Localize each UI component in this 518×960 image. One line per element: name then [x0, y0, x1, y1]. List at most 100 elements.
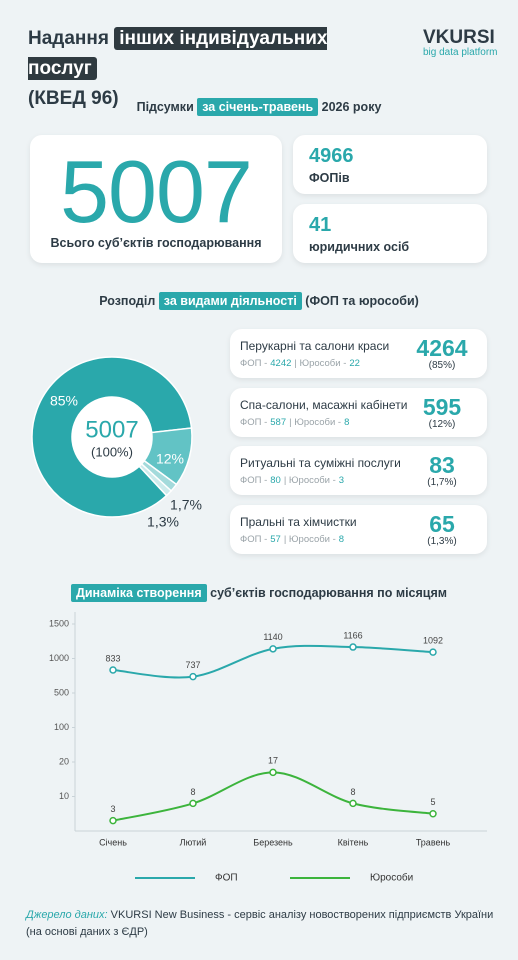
legend-label: Юрособи — [370, 872, 413, 884]
data-point — [269, 645, 277, 653]
y-tick-label: 1500 — [49, 618, 69, 628]
category-name: Перукарні та салони краси — [240, 339, 390, 353]
x-tick-label: Березень — [253, 837, 293, 847]
slice-label: 1,3% — [147, 514, 179, 530]
legal-value: 41 — [309, 214, 332, 236]
data-label: 3 — [110, 804, 115, 814]
x-tick-label: Січень — [99, 837, 127, 847]
source-text: VKURSI New Business - сервіс аналізу нов… — [26, 909, 494, 938]
category-name: Ритуальні та суміжні послуги — [240, 456, 401, 471]
data-point — [189, 672, 197, 681]
title-text: (КВЕД 96) — [28, 88, 119, 109]
donut-center-label: (100%) — [91, 444, 133, 459]
category-share: (12%) — [428, 418, 456, 430]
category-total: 65 — [429, 511, 455, 538]
fop-text: ФОП - — [240, 358, 268, 369]
category-card: Перукарні та салони краси ФОП -4242 | Юрос… — [230, 329, 487, 378]
heading-highlight: Динаміка створення — [70, 584, 207, 602]
total-card: 5007 Всього суб’єктів господарювання — [30, 135, 282, 263]
y-tick-label: 1000 — [49, 653, 69, 663]
data-point — [429, 648, 437, 656]
slice-label: 12% — [156, 451, 184, 467]
data-point — [109, 666, 117, 674]
fop-value: 4966 — [309, 145, 354, 167]
data-point — [429, 810, 437, 818]
section-heading: Розподіл за видами діяльності (ФОП та юр… — [0, 292, 518, 310]
chart-heading: Динаміка створення суб’єктів господарюва… — [0, 584, 518, 602]
data-point — [349, 643, 357, 651]
fop-text: ФОП - — [240, 475, 268, 487]
y-tick-label: 100 — [54, 722, 69, 732]
fop-card: 4966 ФОПів — [293, 135, 487, 194]
legal-label: юридичних осіб — [309, 240, 410, 254]
y-tick-label: 500 — [54, 687, 69, 697]
slice-label: 85% — [50, 393, 78, 409]
data-label: 1140 — [263, 632, 282, 642]
donut-center-value: 5007 — [85, 416, 138, 443]
data-label: 17 — [268, 756, 278, 766]
data-point — [269, 768, 277, 777]
legal-text: | Юрособи - — [289, 416, 342, 428]
data-label: 5 — [430, 797, 435, 807]
data-label: 1092 — [423, 636, 443, 646]
category-card: Ритуальні та суміжні послуги ФОП -80 | Юро… — [230, 446, 487, 496]
fop-value: 57 — [270, 534, 281, 546]
title-text: Надання — [28, 28, 109, 49]
chart-title: суб’єктів господарювання по місяцям — [210, 586, 448, 600]
fop-label: ФОПів — [309, 171, 350, 185]
category-card: Спа-салони, масажні кабінети ФОП -587 | Юр… — [230, 387, 487, 437]
category-breakdown: ФОП -80 | Юрособи -3 — [240, 475, 344, 486]
y-tick-label: 10 — [59, 791, 69, 801]
fop-value: 80 — [270, 475, 281, 487]
data-point — [189, 799, 197, 808]
x-tick-label: Квітень — [338, 837, 369, 847]
x-tick-label: Травень — [416, 837, 451, 847]
fop-text: ФОП - — [240, 534, 268, 546]
legal-value: 8 — [344, 416, 350, 428]
fop-value: 587 — [270, 416, 287, 428]
logo-tagline: big data platform — [423, 47, 498, 58]
section-heading: Підсумки за січень-травень 2026 року — [0, 98, 518, 116]
heading-highlight: за січень-травень — [197, 98, 319, 116]
logo: VKURSI — [423, 27, 495, 48]
heading-text: (ФОП та юрособи) — [305, 294, 419, 308]
legal-value: 22 — [349, 358, 360, 369]
legal-value: 8 — [338, 534, 345, 546]
category-breakdown: ФОП -4242 | Юрособи -22 — [240, 358, 360, 369]
legal-text: | Юрособи - — [283, 475, 336, 487]
heading-text: 2026 року — [321, 100, 382, 114]
fop-text: ФОП - — [240, 416, 268, 428]
legal-value: 3 — [338, 475, 345, 487]
category-name: Пральні та хімчистки — [240, 515, 357, 530]
data-label: 1166 — [343, 630, 362, 640]
heading-text: Розподіл — [99, 294, 156, 308]
data-label: 833 — [105, 653, 120, 663]
category-total: 595 — [422, 393, 462, 420]
y-tick-label: 20 — [59, 756, 69, 766]
title: Надання інших індивідуальних послуг (КВЕ… — [28, 24, 398, 114]
category-share: (1,7%) — [427, 477, 457, 489]
category-share: (85%) — [428, 360, 456, 371]
fop-value: 4242 — [270, 358, 292, 369]
category-name: Спа-салони, масажні кабінети — [240, 397, 408, 412]
data-point — [109, 816, 117, 825]
heading-text: Підсумки — [136, 100, 194, 114]
category-breakdown: ФОП -587 | Юрособи -8 — [240, 417, 349, 428]
x-tick-label: Лютий — [180, 837, 207, 847]
category-total: 83 — [429, 452, 455, 479]
legal-card: 41 юридичних осіб — [293, 204, 487, 263]
footer: Джерело даних: VKURSI New Business - сер… — [26, 907, 501, 941]
data-point — [349, 799, 357, 808]
category-card: Пральні та хімчистки ФОП -57 | Юрособи -8 6… — [230, 505, 487, 555]
total-value: 5007 — [60, 142, 253, 241]
data-label: 737 — [185, 660, 200, 670]
heading-highlight: за видами діяльності — [158, 292, 302, 310]
category-breakdown: ФОП -57 | Юрособи -8 — [240, 534, 344, 545]
data-label: 8 — [190, 787, 195, 797]
source-label: Джерело даних: — [26, 909, 108, 921]
legend-label: ФОП — [215, 873, 238, 884]
series-line — [112, 771, 434, 822]
category-share: (1,3%) — [427, 536, 457, 548]
